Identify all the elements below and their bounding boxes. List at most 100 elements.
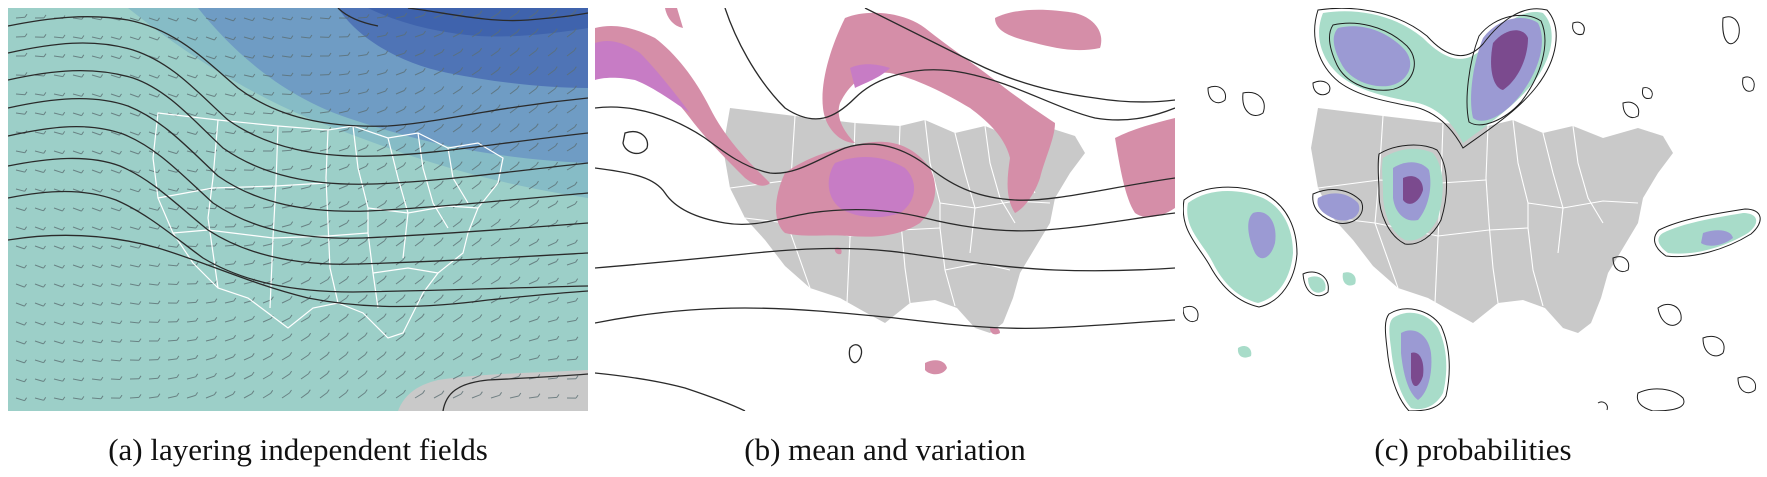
wind-barb-flag bbox=[326, 389, 330, 393]
wind-barb-flag bbox=[574, 181, 578, 186]
wind-barb bbox=[262, 243, 272, 247]
wind-barb-flag bbox=[119, 226, 123, 231]
wind-barb-flag bbox=[345, 332, 349, 336]
wind-barb-flag bbox=[516, 161, 520, 165]
wind-barb bbox=[509, 107, 518, 114]
wind-barb-flag bbox=[119, 188, 122, 193]
wind-barb bbox=[110, 264, 120, 268]
wind-barb-flag bbox=[535, 28, 539, 32]
wind-barb bbox=[300, 316, 310, 323]
wind-barb bbox=[110, 283, 120, 287]
wind-barb-flag bbox=[328, 71, 332, 75]
wind-barb bbox=[148, 283, 158, 286]
wind-barb bbox=[15, 207, 25, 212]
wind-barb-flag bbox=[214, 242, 218, 247]
wind-barb bbox=[186, 17, 196, 22]
wind-barb-flag bbox=[364, 275, 368, 280]
wind-barb-flag bbox=[327, 295, 331, 299]
wind-barb bbox=[205, 357, 215, 361]
wind-barb-flag bbox=[328, 15, 332, 20]
wind-barb bbox=[167, 376, 177, 380]
wind-barb-flag bbox=[535, 47, 539, 51]
wind-barb-flag bbox=[440, 313, 444, 318]
wind-barb bbox=[91, 321, 101, 325]
wind-barb-flag bbox=[252, 129, 256, 134]
wind-barb-flag bbox=[138, 207, 142, 211]
wind-barb bbox=[110, 36, 120, 40]
wind-barb-flag bbox=[138, 263, 142, 268]
wind-barb bbox=[547, 377, 557, 380]
wind-barb-flag bbox=[43, 340, 46, 345]
wind-barb-flag bbox=[364, 370, 368, 374]
wind-barb-flag bbox=[308, 239, 312, 243]
wind-barb-flag bbox=[460, 352, 464, 356]
wind-barb bbox=[129, 131, 139, 136]
wind-barb bbox=[433, 32, 443, 38]
wind-barb-flag bbox=[43, 34, 47, 38]
wind-barb-flag bbox=[100, 264, 104, 268]
wind-barb bbox=[224, 74, 234, 78]
pink-patch-top bbox=[665, 8, 683, 28]
wind-barb bbox=[414, 14, 424, 19]
wind-barb-flag bbox=[252, 241, 256, 245]
wind-barb bbox=[471, 394, 481, 399]
wind-barb bbox=[566, 281, 576, 285]
wind-barb-flag bbox=[537, 354, 541, 359]
wind-barb bbox=[433, 107, 442, 114]
wind-barb-flag bbox=[138, 112, 141, 117]
wind-barb bbox=[395, 335, 404, 342]
wind-barb-flag bbox=[575, 278, 579, 282]
wind-barb bbox=[471, 374, 481, 380]
wind-barb bbox=[91, 340, 101, 344]
wind-barb bbox=[91, 17, 101, 21]
wind-barb-flag bbox=[517, 334, 521, 339]
wind-barb-flag bbox=[62, 207, 65, 212]
wind-barb bbox=[110, 207, 120, 212]
wind-barb-flag bbox=[270, 371, 274, 375]
wind-barb bbox=[243, 74, 253, 78]
wind-barb-flag bbox=[345, 370, 349, 374]
wind-barb-flag bbox=[100, 226, 103, 231]
wind-barb bbox=[205, 338, 215, 342]
wind-barb-flag bbox=[308, 332, 312, 337]
wind-barb-flag bbox=[497, 123, 501, 127]
wind-barb bbox=[262, 112, 273, 115]
wind-barb bbox=[224, 319, 234, 323]
wind-barb bbox=[34, 397, 44, 401]
wind-barb-flag bbox=[24, 149, 28, 154]
wind-barb-flag bbox=[498, 353, 502, 357]
wind-barb-flag bbox=[81, 245, 84, 250]
wind-barb bbox=[53, 207, 63, 212]
wind-barb-flag bbox=[290, 165, 294, 170]
wind-barb-flag bbox=[459, 180, 463, 184]
wind-barb-flag bbox=[422, 124, 426, 128]
wind-barb-flag bbox=[574, 200, 578, 205]
wind-barb bbox=[490, 50, 499, 57]
wind-barb-flag bbox=[43, 92, 47, 96]
wind-barb-flag bbox=[119, 169, 122, 174]
wind-barb-flag bbox=[328, 108, 332, 112]
wind-barb bbox=[148, 17, 158, 22]
wind-barb-flag bbox=[383, 351, 387, 355]
wind-barb bbox=[490, 126, 499, 133]
wind-barb-flag bbox=[441, 48, 445, 53]
wind-barb-flag bbox=[100, 150, 103, 155]
wind-barb bbox=[224, 36, 234, 41]
wind-barb bbox=[281, 373, 290, 380]
wind-barb-flag bbox=[100, 188, 103, 193]
wind-barb bbox=[205, 93, 215, 97]
wind-barb-flag bbox=[499, 372, 502, 377]
wind-barb-flag bbox=[556, 277, 559, 282]
wind-barb bbox=[414, 70, 424, 76]
wind-barb-flag bbox=[270, 296, 274, 300]
wind-barb-flag bbox=[43, 130, 47, 135]
wind-barb-flag bbox=[478, 123, 482, 127]
wind-barb-flag bbox=[460, 390, 464, 395]
wind-barb-flag bbox=[441, 86, 445, 90]
wind-barb bbox=[300, 279, 310, 285]
wind-barb bbox=[72, 359, 82, 363]
wind-barb bbox=[414, 392, 423, 399]
wind-barb-flag bbox=[81, 169, 84, 174]
wind-barb-flag bbox=[252, 92, 256, 96]
wind-barb bbox=[357, 91, 367, 95]
